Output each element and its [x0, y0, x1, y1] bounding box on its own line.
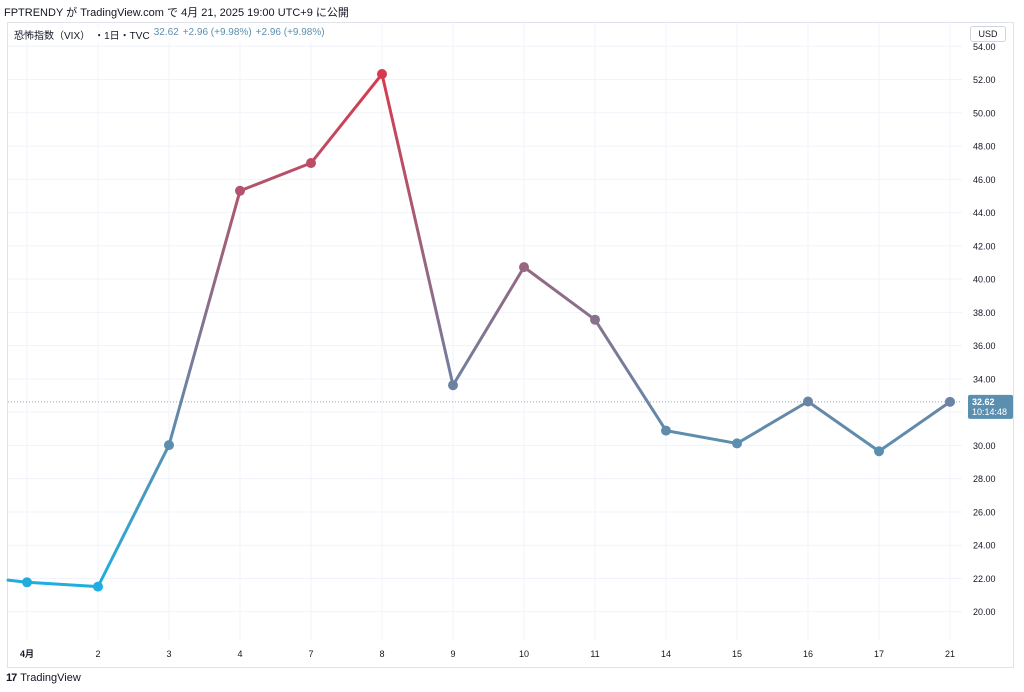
y-tick-label: 38.00 — [973, 308, 996, 318]
y-tick-label: 20.00 — [973, 607, 996, 617]
data-point — [874, 446, 884, 457]
y-tick-label: 50.00 — [973, 108, 996, 118]
last-price-label-countdown: 10:14:48 — [972, 407, 1007, 417]
y-tick-label: 24.00 — [973, 541, 996, 551]
x-tick-label: 4 — [237, 649, 242, 659]
tradingview-brand: TradingView — [20, 672, 81, 684]
x-tick-label: 21 — [945, 649, 955, 659]
series-segment — [735, 400, 810, 445]
series-segment — [806, 400, 881, 453]
symbol-interval: ・1日・TVC — [94, 31, 150, 42]
series-segment — [238, 161, 313, 193]
data-point — [519, 262, 529, 273]
tradingview-logo[interactable]: 17 TradingView — [6, 672, 81, 684]
currency-selector[interactable]: USD — [970, 26, 1006, 42]
y-tick-label: 42.00 — [973, 241, 996, 251]
publication-header: FPTRENDY が TradingView.com で 4月 21, 2025… — [4, 7, 349, 19]
y-tick-label: 28.00 — [973, 474, 996, 484]
series-segment — [167, 189, 242, 447]
x-tick-label: 3 — [166, 649, 171, 659]
y-tick-label: 34.00 — [973, 374, 996, 384]
data-point — [235, 185, 245, 196]
data-point — [22, 577, 32, 588]
x-tick-label: 11 — [590, 649, 599, 659]
series-segment — [877, 400, 952, 453]
x-tick-label: 14 — [661, 649, 671, 659]
last-price-label-value: 32.62 — [972, 397, 995, 407]
series-segment — [451, 265, 526, 387]
series-segment — [380, 72, 455, 387]
y-tick-label: 30.00 — [973, 441, 996, 451]
x-tick-label: 16 — [803, 649, 813, 659]
x-tick-label: 17 — [874, 649, 884, 659]
series-segment — [593, 318, 668, 433]
x-tick-label: 2 — [95, 649, 100, 659]
y-tick-label: 36.00 — [973, 341, 996, 351]
series-segment — [664, 429, 739, 445]
change-value: +2.96 (+9.98%) — [182, 27, 252, 38]
chart-frame — [7, 22, 1014, 668]
data-point — [448, 380, 458, 391]
y-tick-label: 26.00 — [973, 507, 996, 517]
y-tick-label: 54.00 — [973, 42, 996, 52]
y-tick-label: 46.00 — [973, 175, 996, 185]
x-tick-label: 8 — [379, 649, 384, 659]
x-tick-label: 7 — [308, 649, 313, 659]
series-segment — [96, 443, 171, 589]
data-point — [306, 158, 316, 169]
data-point — [377, 69, 387, 80]
series-segment — [309, 72, 384, 165]
last-price-label-box — [968, 394, 1013, 419]
data-point — [732, 438, 742, 449]
x-tick-label: 15 — [732, 649, 742, 659]
data-point — [93, 581, 103, 592]
data-point — [164, 440, 174, 451]
y-tick-label: 52.00 — [973, 75, 996, 85]
data-point — [661, 425, 671, 436]
x-tick-label: 9 — [450, 649, 455, 659]
y-tick-label: 48.00 — [973, 142, 996, 152]
y-tick-label: 44.00 — [973, 208, 996, 218]
data-point — [590, 314, 600, 325]
change-value-2: +2.96 (+9.98%) — [255, 27, 325, 38]
data-point — [945, 396, 955, 407]
y-tick-label: 40.00 — [973, 275, 996, 285]
tradingview-logo-icon: 17 — [6, 672, 17, 684]
symbol-name[interactable]: 恐怖指数（VIX） — [14, 31, 91, 42]
data-point — [803, 396, 813, 407]
y-tick-label: 22.00 — [973, 574, 996, 584]
symbol-legend[interactable]: 恐怖指数（VIX） ・1日・TVC 32.62 +2.96 (+9.98%) +… — [12, 26, 327, 43]
series-segment — [522, 265, 597, 322]
x-tick-label: 10 — [519, 649, 529, 659]
series-segment — [25, 580, 100, 589]
x-tick-label: 4月 — [20, 649, 34, 659]
last-value: 32.62 — [153, 27, 179, 38]
